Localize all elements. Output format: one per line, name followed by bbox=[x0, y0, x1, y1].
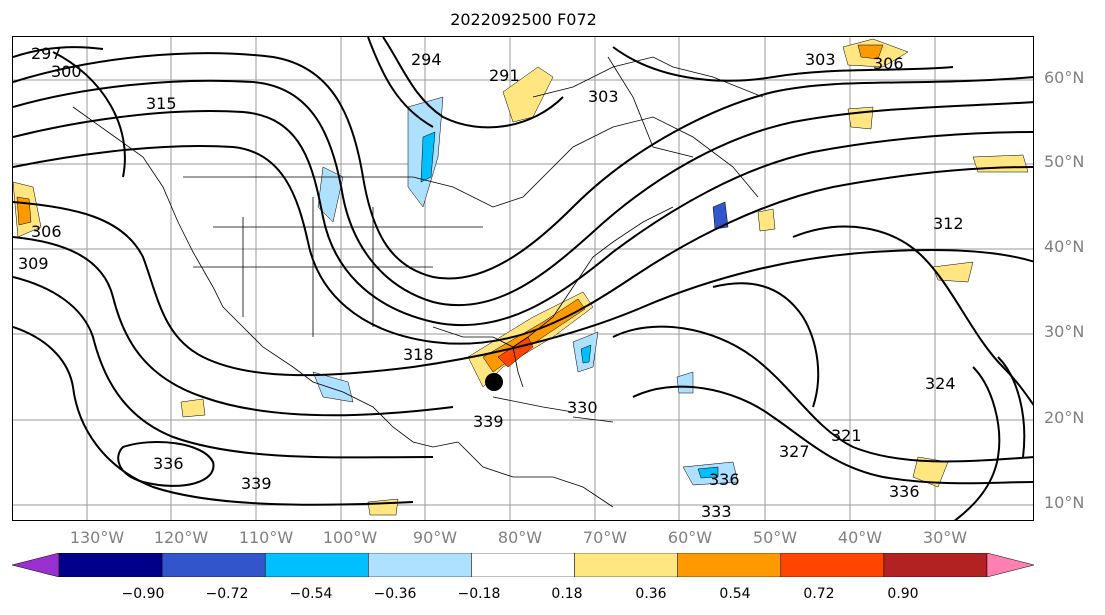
colorbar-segment bbox=[677, 553, 782, 577]
colorbar-tick-label: −0.90 bbox=[121, 586, 165, 602]
colorbar-tick-label: −0.72 bbox=[205, 586, 249, 602]
lat-label: 60°N bbox=[1044, 68, 1085, 87]
colorbar-tick-label: −0.54 bbox=[289, 586, 333, 602]
colorbar-segment bbox=[12, 553, 60, 577]
lon-label: 100°W bbox=[322, 528, 378, 547]
contour-label: 336 bbox=[889, 482, 920, 501]
colorbar-segment bbox=[58, 553, 163, 577]
contour-label: 300 bbox=[51, 62, 82, 81]
colorbar-tick-label: 0.54 bbox=[719, 586, 751, 602]
coastlines bbox=[72, 56, 764, 508]
contour-label: 291 bbox=[489, 66, 520, 85]
contour-label: 318 bbox=[403, 345, 434, 364]
lon-label: 60°W bbox=[667, 528, 713, 547]
colorbar-tick-label: −0.36 bbox=[373, 586, 417, 602]
lat-label: 10°N bbox=[1044, 493, 1085, 512]
contour-label: 330 bbox=[567, 398, 598, 417]
lon-label: 130°W bbox=[69, 528, 125, 547]
contour-map: 297 300 303 306 309 312 315 318 321 324 … bbox=[13, 37, 1033, 521]
lon-label: 110°W bbox=[238, 528, 294, 547]
contour-label-group: 297 300 303 306 309 312 315 318 321 324 … bbox=[18, 44, 964, 521]
lon-label: 80°W bbox=[497, 528, 543, 547]
contour-label: 321 bbox=[831, 426, 862, 445]
colorbar bbox=[12, 553, 1034, 577]
lat-label: 50°N bbox=[1044, 152, 1085, 171]
contour-label: 339 bbox=[241, 474, 272, 493]
colorbar-segment bbox=[780, 553, 885, 577]
contour-label: 336 bbox=[709, 470, 740, 489]
lon-label: 70°W bbox=[582, 528, 628, 547]
colorbar-tick-label: 0.72 bbox=[803, 586, 835, 602]
colorbar-segment bbox=[264, 553, 369, 577]
contour-label: 324 bbox=[925, 374, 956, 393]
contour-label: 336 bbox=[153, 454, 184, 473]
colorbar-tick-label: 0.18 bbox=[551, 586, 583, 602]
lon-label: 30°W bbox=[922, 528, 968, 547]
contour-label: 294 bbox=[411, 50, 442, 69]
lat-label: 40°N bbox=[1044, 237, 1085, 256]
contour-label: 333 bbox=[701, 502, 732, 521]
colorbar-segment bbox=[471, 553, 575, 577]
contour-label: 327 bbox=[779, 442, 810, 461]
height-contours bbox=[13, 37, 1033, 520]
contour-label: 309 bbox=[18, 254, 49, 273]
map-panel: 297 300 303 306 309 312 315 318 321 324 … bbox=[12, 36, 1034, 521]
lon-label: 90°W bbox=[412, 528, 458, 547]
lat-label: 20°N bbox=[1044, 408, 1085, 427]
lon-label: 120°W bbox=[153, 528, 209, 547]
colorbar-tick-label: 0.36 bbox=[635, 586, 667, 602]
contour-label: 297 bbox=[31, 44, 62, 63]
lat-label: 30°N bbox=[1044, 322, 1085, 341]
contour-label: 303 bbox=[805, 50, 836, 69]
contour-label: 303 bbox=[588, 87, 619, 106]
contour-label: 306 bbox=[31, 222, 62, 241]
colorbar-segment bbox=[161, 553, 266, 577]
lon-label: 50°W bbox=[752, 528, 798, 547]
colorbar-segment bbox=[574, 553, 678, 577]
contour-label: 339 bbox=[473, 412, 504, 431]
colorbar-segment bbox=[883, 553, 988, 577]
colorbar-segment bbox=[986, 553, 1034, 577]
contour-label: 306 bbox=[873, 54, 904, 73]
colorbar-tick-label: 0.90 bbox=[887, 586, 919, 602]
colorbar-segment bbox=[368, 553, 472, 577]
contour-label: 312 bbox=[933, 214, 964, 233]
map-title: 2022092500 F072 bbox=[450, 10, 597, 29]
lon-label: 40°W bbox=[837, 528, 883, 547]
contour-label: 315 bbox=[146, 94, 177, 113]
storm-marker bbox=[485, 373, 503, 391]
colorbar-tick-label: −0.18 bbox=[457, 586, 501, 602]
